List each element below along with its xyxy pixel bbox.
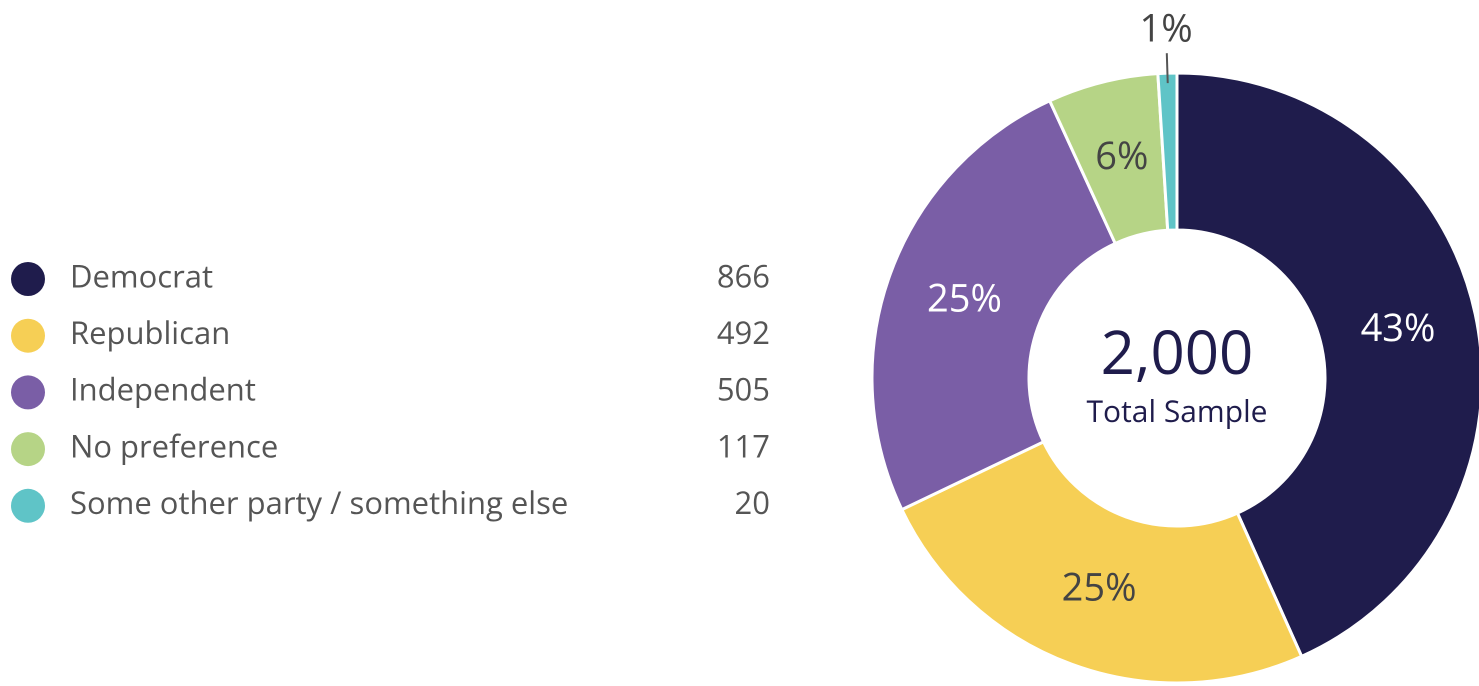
legend-value: 505 [717,369,770,411]
legend-value: 20 [735,482,770,524]
legend-swatch [11,488,45,523]
center-label: Total Sample [1087,390,1268,431]
leader-line [1165,53,1169,84]
legend-label: Democrat [70,255,213,297]
data-label: 43% [1361,301,1436,353]
legend-value: 117 [717,425,770,467]
data-label: 1% [1140,1,1193,53]
legend-label: Republican [70,312,230,354]
data-label: 25% [1062,560,1137,612]
legend-label: No preference [70,425,278,467]
donut-slice [1156,71,1179,232]
legend-swatch [11,318,45,353]
center-value: 2,000 [1101,310,1254,392]
legend-value: 866 [717,255,770,297]
legend-label: Independent [70,369,256,411]
legend-swatch [11,262,45,296]
data-label: 25% [927,271,1002,323]
legend-swatch [11,432,45,467]
legend-label: Some other party / something else [70,482,568,524]
data-label: 6% [1095,129,1148,181]
donut-slice [1175,71,1479,659]
donut-slice [870,98,1118,512]
legend-value: 492 [717,312,770,354]
donut-slice [899,439,1304,685]
legend-swatch [11,375,45,410]
